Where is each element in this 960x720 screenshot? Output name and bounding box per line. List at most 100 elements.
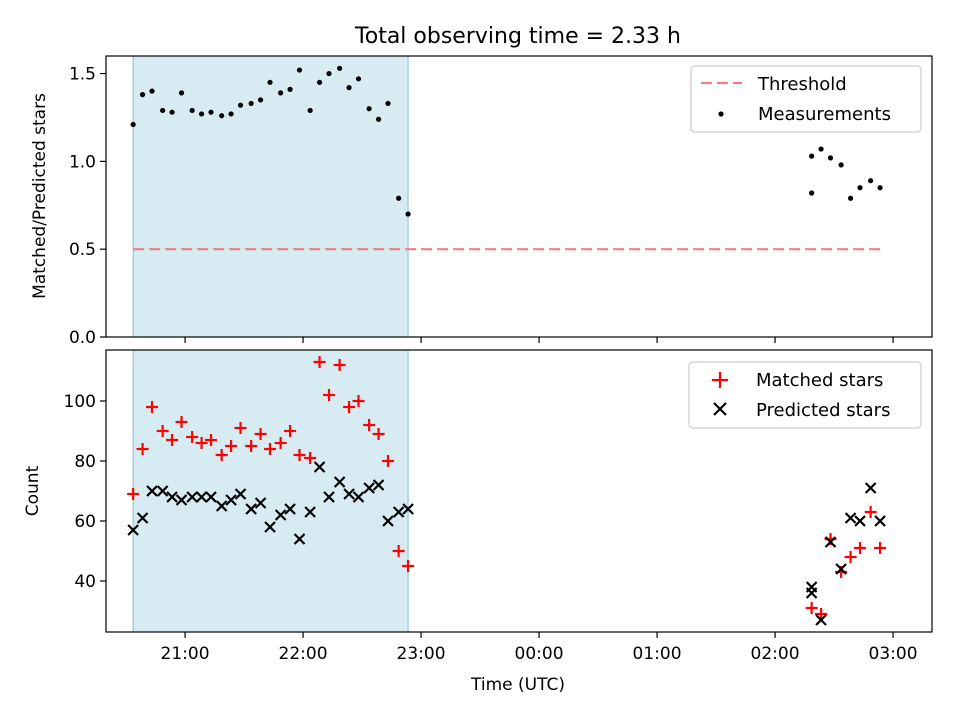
top-y-axis-ticks: 0.0 0.5 1.0 1.5 xyxy=(69,65,106,348)
matched-star-point xyxy=(854,542,867,554)
measurement-point xyxy=(160,107,166,114)
predicted-star-point xyxy=(225,494,237,506)
top-y-axis-label: Matched/Predicted stars xyxy=(30,93,50,299)
predicted-star-point xyxy=(323,491,335,503)
measurement-point xyxy=(307,107,313,114)
predicted-star-point xyxy=(166,491,178,503)
top-legend-box xyxy=(690,65,922,133)
bottom-legend-box xyxy=(688,361,922,429)
matched-star-point xyxy=(166,434,179,446)
predicted-star-point xyxy=(844,512,857,524)
legend-predicted-label: Predicted stars xyxy=(756,400,890,421)
measurement-point xyxy=(316,79,323,85)
y-tick-label: 40 xyxy=(74,572,96,592)
matched-star-point xyxy=(195,437,208,449)
legend-measurements-swatch xyxy=(718,111,724,117)
matched-star-point xyxy=(844,551,857,563)
measurement-point xyxy=(337,65,343,71)
measurement-point xyxy=(827,155,834,161)
predicted-star-point xyxy=(382,515,394,527)
predicted-star-point xyxy=(136,512,149,524)
measurement-point xyxy=(139,92,146,98)
measurement-point xyxy=(396,195,402,201)
measurement-point xyxy=(818,146,824,152)
y-tick-label: 60 xyxy=(74,512,96,532)
matched-star-point xyxy=(402,560,415,572)
matched-star-point xyxy=(146,401,159,413)
top-axes-frame xyxy=(105,55,933,338)
y-tick-label: 0.0 xyxy=(69,328,96,348)
predicted-star-point xyxy=(372,479,385,491)
predicted-star-point xyxy=(245,503,257,515)
matched-star-point xyxy=(245,440,258,452)
x-tick-label: 01:00 xyxy=(633,644,682,664)
legend-matched-swatch xyxy=(712,372,728,388)
matched-star-point xyxy=(225,440,238,452)
measurement-point xyxy=(278,90,284,96)
predicted-star-point xyxy=(293,533,306,545)
measurement-point xyxy=(857,185,863,191)
matched-star-point xyxy=(805,602,818,614)
bottom-y-axis-label: Count xyxy=(23,465,43,516)
predicted-star-point xyxy=(127,524,139,536)
predicted-star-point xyxy=(402,503,414,515)
predicted-star-point xyxy=(805,587,818,599)
matched-star-point xyxy=(136,443,149,455)
matched-star-point xyxy=(215,449,228,461)
predicted-star-point xyxy=(205,491,217,503)
matched-star-point xyxy=(363,419,376,431)
matched-star-point xyxy=(372,428,385,440)
measurement-point xyxy=(149,88,155,94)
top-observing-span xyxy=(132,55,409,338)
measurement-point xyxy=(847,195,854,201)
x-tick-label: 02:00 xyxy=(751,644,800,664)
predicted-star-point xyxy=(392,506,405,518)
measurement-point xyxy=(326,70,332,77)
matched-star-point xyxy=(234,422,247,434)
legend-predicted-swatch xyxy=(713,402,727,416)
predicted-star-point xyxy=(815,614,827,626)
measurement-point xyxy=(248,100,254,107)
measurement-point xyxy=(296,67,303,73)
measurement-point xyxy=(838,162,844,168)
top-legend: Threshold Measurements xyxy=(690,65,922,133)
predicted-star-point xyxy=(186,491,198,503)
measurement-point xyxy=(877,185,883,191)
measurement-point xyxy=(130,121,136,128)
measurement-point xyxy=(287,86,293,92)
bottom-x-axis-ticks: 21:00 22:00 23:00 00:00 01:00 02:00 03:00 xyxy=(161,632,918,664)
predicted-star-point xyxy=(215,500,228,512)
measurement-point xyxy=(198,111,205,117)
predicted-star-point xyxy=(195,491,208,503)
predicted-star-point xyxy=(156,485,169,497)
bottom-y-axis-ticks: 40 60 80 100 xyxy=(64,392,106,592)
matched-star-point xyxy=(382,455,395,467)
predicted-stars-points xyxy=(127,461,886,626)
predicted-star-point xyxy=(304,506,316,518)
measurement-point xyxy=(366,106,372,112)
predicted-star-point xyxy=(343,488,355,500)
predicted-star-point xyxy=(835,563,847,575)
legend-matched-label: Matched stars xyxy=(756,370,883,391)
x-tick-label: 00:00 xyxy=(515,644,564,664)
predicted-star-point xyxy=(234,488,247,500)
predicted-star-point xyxy=(352,491,365,503)
matched-star-point xyxy=(205,434,218,446)
predicted-star-point xyxy=(264,521,276,533)
y-tick-label: 80 xyxy=(74,452,96,472)
y-tick-label: 1.0 xyxy=(69,152,96,172)
bottom-panel: 40 60 80 100 21:00 22:00 23:00 00:00 01:00 02:00… xyxy=(23,349,933,695)
measurement-point xyxy=(219,113,225,119)
matched-star-point xyxy=(343,401,356,413)
measurement-point xyxy=(237,102,244,108)
matched-star-point xyxy=(313,356,326,368)
y-tick-label: 100 xyxy=(64,392,96,412)
predicted-star-point xyxy=(874,515,886,527)
predicted-star-point xyxy=(146,485,158,497)
measurement-point xyxy=(208,109,214,115)
measurement-point xyxy=(178,90,185,96)
matched-star-point xyxy=(323,389,336,401)
x-axis-label: Time (UTC) xyxy=(470,675,565,695)
measurement-point xyxy=(346,85,352,91)
matched-star-point xyxy=(127,488,140,500)
